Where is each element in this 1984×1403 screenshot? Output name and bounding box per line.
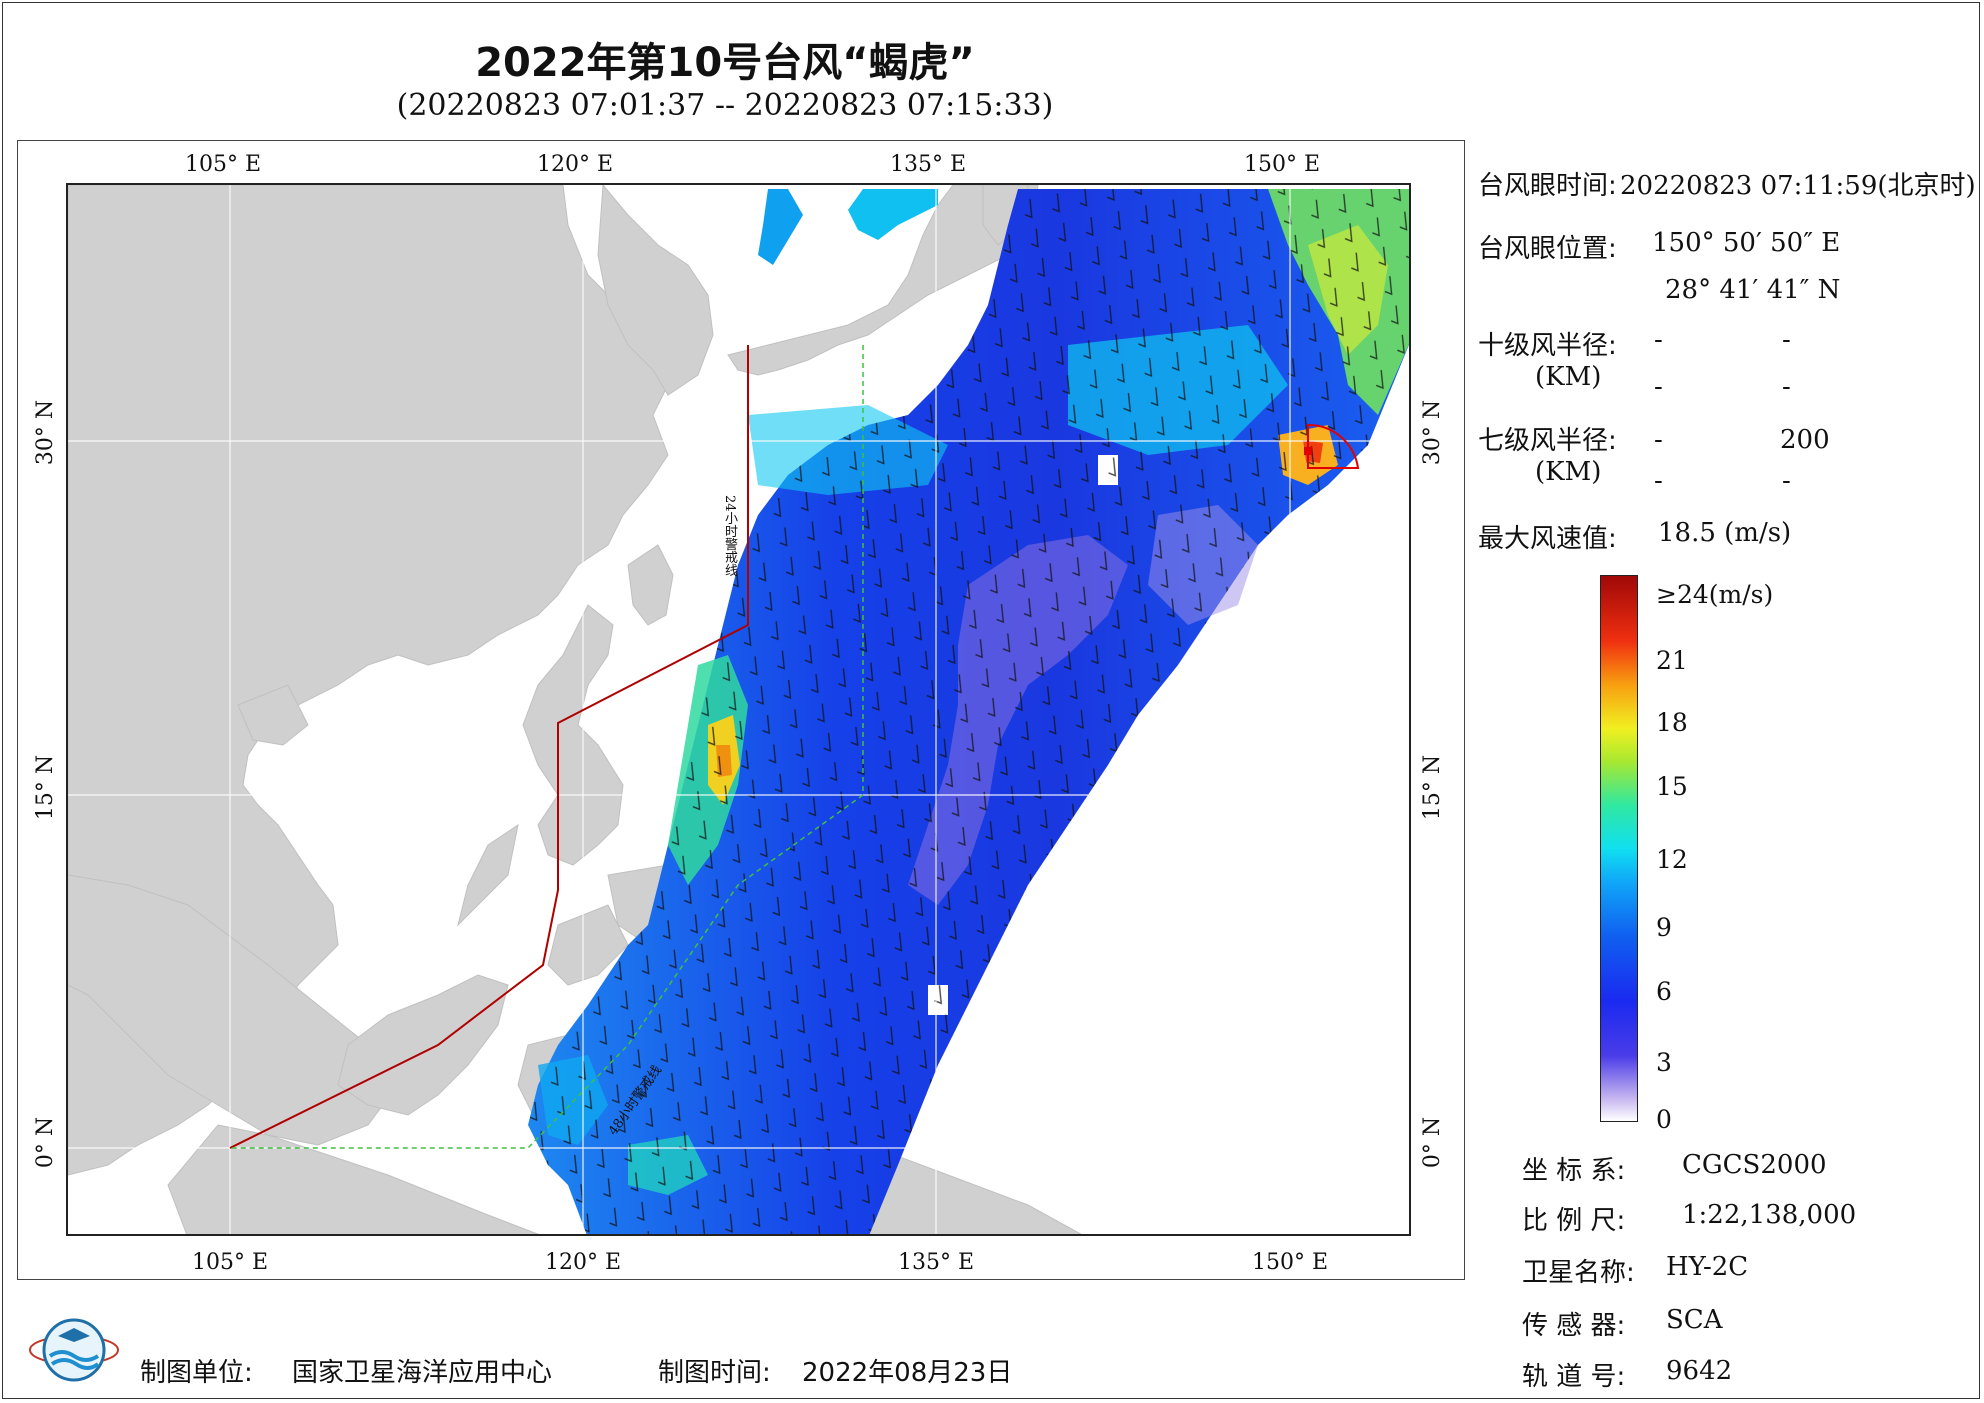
warning-line-48h xyxy=(230,345,864,1149)
warning-line-24h xyxy=(229,345,749,1149)
r7-se: 200 xyxy=(1780,425,1830,455)
max-wind-value: 18.5 (m/s) xyxy=(1658,518,1792,548)
colorbar-label-15: 15 xyxy=(1656,772,1688,801)
colorbar-label-21: 21 xyxy=(1656,646,1688,675)
r10-unit: (KM) xyxy=(1535,362,1602,392)
lon-label-bottom-120: 120° E xyxy=(545,1250,622,1275)
coord-value: CGCS2000 xyxy=(1682,1150,1827,1180)
time-range: (20220823 07:01:37 -- 20220823 07:15:33) xyxy=(396,88,1054,123)
org-label: 制图单位: xyxy=(140,1358,253,1388)
r7-sw: - xyxy=(1654,466,1663,496)
map-frame xyxy=(17,140,1465,1280)
lat-label-right-15: 15° N xyxy=(1420,754,1446,821)
sensor-label: 传 感 器: xyxy=(1522,1311,1626,1341)
scale-value: 1:22,138,000 xyxy=(1682,1200,1857,1230)
lat-label-right-30: 30° N xyxy=(1420,399,1446,466)
coord-label: 坐 标 系: xyxy=(1522,1156,1626,1186)
colorbar-label-9: 9 xyxy=(1656,913,1672,942)
r7-unit: (KM) xyxy=(1535,457,1602,487)
lon-label-bottom-135: 135° E xyxy=(898,1250,975,1275)
r10-sw: - xyxy=(1654,372,1663,402)
lat-label-right-0: 0° N xyxy=(1420,1116,1446,1169)
colorbar-label-18: 18 xyxy=(1656,708,1688,737)
org-value: 国家卫星海洋应用中心 xyxy=(292,1358,553,1388)
r7-nw: - xyxy=(1782,466,1791,496)
colorbar-label-12: 12 xyxy=(1656,845,1688,874)
r10-ne: - xyxy=(1654,325,1663,355)
colorbar-label-0: 0 xyxy=(1656,1105,1672,1134)
colorbar-label-3: 3 xyxy=(1656,1048,1672,1077)
orbit-label: 轨 道 号: xyxy=(1522,1362,1626,1392)
orbit-value: 9642 xyxy=(1666,1356,1733,1386)
graticule xyxy=(68,185,1409,1234)
satellite-value: HY-2C xyxy=(1666,1252,1749,1282)
colorbar-label-6: 6 xyxy=(1656,977,1672,1006)
r7-ne: - xyxy=(1654,425,1663,455)
date-value: 2022年08月23日 xyxy=(802,1358,1013,1388)
wind-field-map[interactable]: 24小时警戒线 48小时警戒线 xyxy=(66,183,1411,1236)
warning-line-24h-label: 24小时警戒线 xyxy=(722,495,737,577)
typhoon-eye-marker xyxy=(1304,447,1312,455)
lon-label-top-105: 105° E xyxy=(185,152,262,177)
typhoon-wind-radius xyxy=(1307,423,1360,469)
r10-se: - xyxy=(1782,325,1791,355)
lat-label-left-15: 15° N xyxy=(33,754,59,821)
r7-label: 七级风半径: xyxy=(1478,426,1617,456)
lon-label-bottom-150: 150° E xyxy=(1252,1250,1329,1275)
page-title: 2022年第10号台风“蝎虎” xyxy=(475,40,975,86)
eye-pos-label: 台风眼位置: xyxy=(1478,234,1617,264)
lat-label-left-0: 0° N xyxy=(33,1116,59,1169)
wind-speed-colorbar xyxy=(1600,575,1638,1122)
scale-label: 比 例 尺: xyxy=(1522,1206,1626,1236)
lon-label-top-120: 120° E xyxy=(537,152,614,177)
lat-label-left-30: 30° N xyxy=(33,399,59,466)
eye-lat-value: 28° 41′ 41″ N xyxy=(1665,275,1841,305)
eye-lon-value: 150° 50′ 50″ E xyxy=(1652,228,1841,258)
nsoas-logo-icon xyxy=(29,1318,119,1382)
lon-label-top-135: 135° E xyxy=(890,152,967,177)
max-wind-label: 最大风速值: xyxy=(1478,524,1617,554)
lon-label-bottom-105: 105° E xyxy=(192,1250,269,1275)
r10-label: 十级风半径: xyxy=(1478,331,1617,361)
colorbar-label-24: ≥24(m/s) xyxy=(1656,580,1774,609)
lon-label-top-150: 150° E xyxy=(1244,152,1321,177)
date-label: 制图时间: xyxy=(658,1358,771,1388)
sensor-value: SCA xyxy=(1666,1305,1723,1335)
satellite-label: 卫星名称: xyxy=(1522,1258,1635,1288)
eye-time-label: 台风眼时间: xyxy=(1478,171,1617,201)
eye-time-value: 20220823 07:11:59(北京时) xyxy=(1620,171,1976,201)
r10-nw: - xyxy=(1782,372,1791,402)
